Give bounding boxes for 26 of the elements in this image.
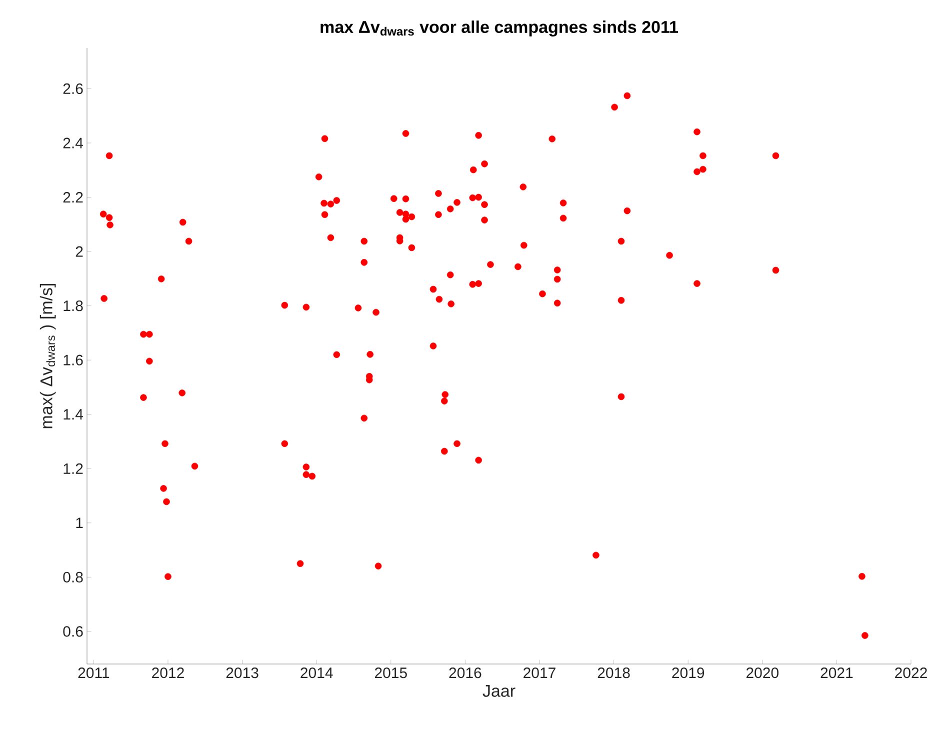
x-tick-label: 2022 <box>895 668 927 678</box>
y-tick-label: 1.2 <box>64 463 83 474</box>
y-tick-label: 2.4 <box>63 138 84 148</box>
y-tick-label: 1.6 <box>64 354 83 366</box>
y-axis-title: max( Δv$_{dwars}$ ) [m/s] <box>40 284 56 428</box>
x-tick-label: 2015 <box>374 668 407 678</box>
y-tick-label: 1.8 <box>64 300 83 312</box>
y-tick-label: 2.6 <box>63 83 83 94</box>
x-tick-label: 2012 <box>152 668 184 678</box>
x-tick-label: 2011 <box>78 668 110 678</box>
x-tick-label: 2017 <box>524 668 556 678</box>
x-tick-label: 2020 <box>746 668 778 678</box>
y-tick-label: 0.6 <box>63 626 83 637</box>
y-tick-label: 0.8 <box>63 572 83 582</box>
x-tick-label: 2013 <box>226 668 258 678</box>
x-tick-label: 2019 <box>672 668 704 678</box>
x-tick-label: 2014 <box>300 668 333 678</box>
y-tick-label: 1.4 <box>64 409 84 420</box>
chart-title: max Δv$_{dwars}$ voor alle campagnes sinds 2011 <box>320 20 678 36</box>
y-tick-label: 2.2 <box>63 192 83 202</box>
y-tick-label: 2 <box>76 246 83 257</box>
x-tick-label: 2021 <box>820 668 853 678</box>
x-tick-label: 2018 <box>598 668 630 678</box>
x-axis-title: Jaar <box>482 685 516 697</box>
y-tick-label: 1 <box>76 518 83 528</box>
x-tick-label: 2016 <box>449 668 482 678</box>
